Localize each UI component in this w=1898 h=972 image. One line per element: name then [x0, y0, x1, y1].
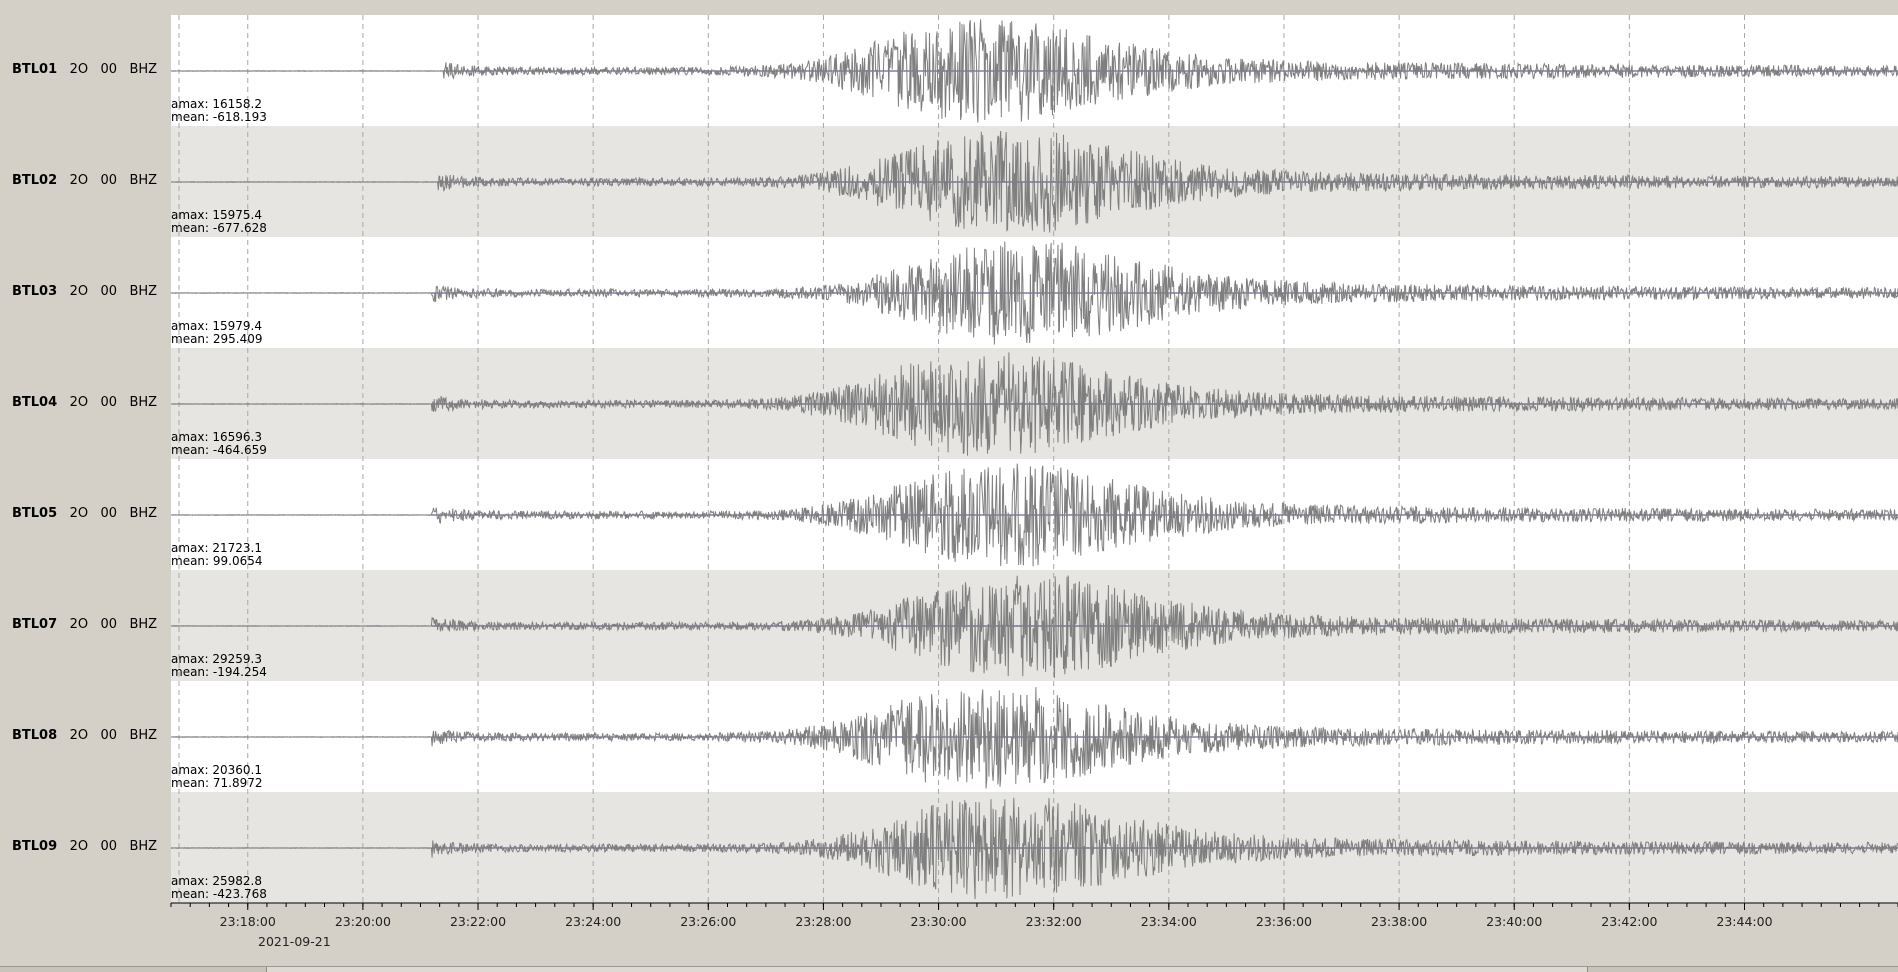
trace-mean: mean: 295.409: [171, 332, 263, 346]
trace-network: 2O: [69, 728, 89, 743]
trace-station: BTL03: [12, 284, 58, 299]
top-margin: [0, 0, 1898, 15]
time-tick-label: 23:38:00: [1371, 914, 1427, 929]
trace-channel: BHZ: [129, 506, 158, 521]
trace-station: BTL09: [12, 839, 58, 854]
trace-amax: amax: 20360.1: [171, 763, 262, 777]
trace-stats: amax: 20360.1 mean: 71.8972: [171, 764, 263, 790]
time-tick-label: 23:20:00: [335, 914, 391, 929]
trace-channel: BHZ: [129, 62, 158, 77]
time-tick-label: 23:22:00: [450, 914, 506, 929]
time-tick-label: 23:26:00: [680, 914, 736, 929]
time-tick-label: 23:32:00: [1026, 914, 1082, 929]
trace-stats: amax: 16596.3 mean: -464.659: [171, 431, 267, 457]
trace-stats: amax: 21723.1 mean: 99.0654: [171, 542, 263, 568]
trace-stats: amax: 25982.8 mean: -423.768: [171, 875, 267, 901]
waveform-trace: [170, 19, 1898, 123]
time-tick-label: 23:42:00: [1601, 914, 1657, 929]
trace-station: BTL05: [12, 506, 58, 521]
trace-amax: amax: 29259.3: [171, 652, 262, 666]
trace-stats: amax: 15979.4 mean: 295.409: [171, 320, 263, 346]
trace-station: BTL01: [12, 62, 58, 77]
time-tick-label: 23:18:00: [220, 914, 276, 929]
trace-network: 2O: [69, 173, 89, 188]
time-tick-label: 23:44:00: [1716, 914, 1772, 929]
trace-stats: amax: 15975.4 mean: -677.628: [171, 209, 267, 235]
scrollbar-thumb[interactable]: [266, 967, 1588, 972]
trace-channel: BHZ: [129, 728, 158, 743]
trace-network: 2O: [69, 506, 89, 521]
waveform-trace: [171, 352, 1898, 456]
waveform-trace: [171, 575, 1898, 678]
trace-location: 00: [100, 617, 118, 632]
trace-location: 00: [100, 284, 118, 299]
time-tick-label: 23:30:00: [910, 914, 966, 929]
trace-network: 2O: [69, 617, 89, 632]
trace-amax: amax: 21723.1: [171, 541, 262, 555]
trace-mean: mean: -677.628: [171, 221, 267, 235]
trace-mean: mean: -464.659: [171, 443, 267, 457]
trace-network: 2O: [69, 395, 89, 410]
trace-mean: mean: -423.768: [171, 887, 267, 901]
trace-location: 00: [100, 728, 118, 743]
trace-network: 2O: [69, 284, 89, 299]
trace-label-btl02[interactable]: BTL02 2O 00 BHZ: [12, 173, 157, 188]
trace-amax: amax: 25982.8: [171, 874, 262, 888]
waveform-trace: [170, 241, 1898, 345]
trace-label-btl08[interactable]: BTL08 2O 00 BHZ: [12, 728, 157, 743]
trace-location: 00: [100, 506, 118, 521]
trace-mean: mean: 99.0654: [171, 554, 263, 568]
trace-location: 00: [100, 62, 118, 77]
trace-station: BTL04: [12, 395, 58, 410]
trace-label-btl03[interactable]: BTL03 2O 00 BHZ: [12, 284, 157, 299]
trace-location: 00: [100, 395, 118, 410]
time-tick-label: 23:24:00: [565, 914, 621, 929]
trace-channel: BHZ: [129, 173, 158, 188]
trace-station: BTL07: [12, 617, 58, 632]
trace-location: 00: [100, 839, 118, 854]
time-tick-label: 23:28:00: [795, 914, 851, 929]
waveform-trace: [170, 687, 1898, 789]
trace-mean: mean: 71.8972: [171, 776, 263, 790]
waveform-trace: [170, 130, 1898, 233]
trace-mean: mean: -194.254: [171, 665, 267, 679]
trace-label-btl05[interactable]: BTL05 2O 00 BHZ: [12, 506, 157, 521]
trace-amax: amax: 16158.2: [171, 97, 262, 111]
trace-label-btl01[interactable]: BTL01 2O 00 BHZ: [12, 62, 157, 77]
trace-station: BTL02: [12, 173, 58, 188]
trace-amax: amax: 15975.4: [171, 208, 262, 222]
trace-label-btl09[interactable]: BTL09 2O 00 BHZ: [12, 839, 157, 854]
trace-amax: amax: 16596.3: [171, 430, 262, 444]
waveform-trace: [171, 797, 1898, 900]
waveform-trace: [170, 463, 1898, 567]
trace-stats: amax: 29259.3 mean: -194.254: [171, 653, 267, 679]
axis-background: [0, 903, 1898, 960]
label-column-bg: [0, 15, 171, 903]
time-tick-label: 23:40:00: [1486, 914, 1542, 929]
trace-amax: amax: 15979.4: [171, 319, 262, 333]
trace-location: 00: [100, 173, 118, 188]
trace-channel: BHZ: [129, 839, 158, 854]
time-axis-date: 2021-09-21: [258, 934, 331, 949]
trace-label-btl07[interactable]: BTL07 2O 00 BHZ: [12, 617, 157, 632]
time-tick-label: 23:36:00: [1256, 914, 1312, 929]
trace-stats: amax: 16158.2 mean: -618.193: [171, 98, 267, 124]
trace-mean: mean: -618.193: [171, 110, 267, 124]
trace-network: 2O: [69, 839, 89, 854]
trace-label-btl04[interactable]: BTL04 2O 00 BHZ: [12, 395, 157, 410]
trace-channel: BHZ: [129, 395, 158, 410]
trace-network: 2O: [69, 62, 89, 77]
time-tick-label: 23:34:00: [1141, 914, 1197, 929]
trace-channel: BHZ: [129, 284, 158, 299]
trace-station: BTL08: [12, 728, 58, 743]
trace-channel: BHZ: [129, 617, 158, 632]
horizontal-scrollbar[interactable]: [0, 966, 1898, 972]
